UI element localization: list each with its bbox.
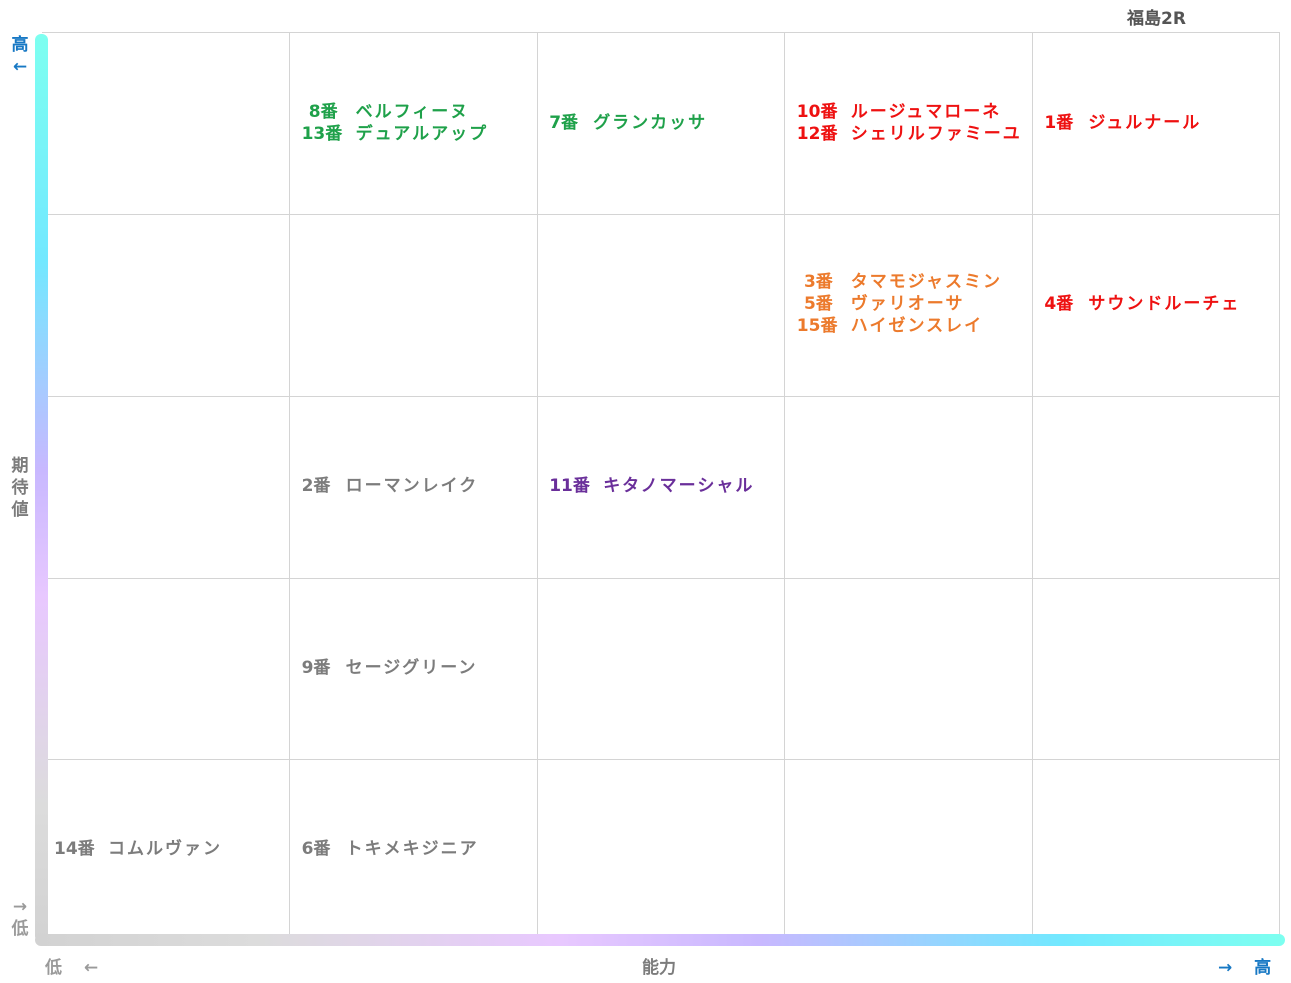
grid-line-vertical	[289, 33, 290, 940]
grid-line-horizontal	[42, 214, 1279, 215]
horse-entry: 14番 コムルヴァン	[54, 838, 222, 860]
horse-number: 10番	[796, 101, 838, 122]
plot-grid	[42, 32, 1280, 940]
cell-entry-group: 14番 コムルヴァン	[54, 838, 222, 860]
x-axis-high-label: → 高	[1218, 958, 1272, 978]
grid-line-horizontal	[42, 396, 1279, 397]
chart-title: 福島2R	[1127, 9, 1186, 29]
horse-name: ヴァリオーサ	[850, 294, 965, 315]
horse-number: 3番	[803, 272, 833, 293]
horse-number: 14番	[54, 839, 95, 860]
y-axis-title: 期待値	[11, 456, 29, 520]
horse-name: タマモジャスミン	[850, 272, 1002, 293]
grid-line-vertical	[1032, 33, 1033, 940]
horse-number: 12番	[796, 123, 838, 144]
horse-number: 5番	[803, 294, 833, 315]
horse-name: サウンドルーチェ	[1088, 294, 1241, 315]
arrow-left-icon: ←	[12, 57, 28, 77]
horse-number: 2番	[301, 476, 331, 496]
horse-entry: 13番 デュアルアップ	[302, 123, 489, 145]
horse-entry: 8番 ベルフィーヌ	[302, 101, 489, 123]
grid-line-vertical	[537, 33, 538, 940]
horse-entry: 10番 ルージュマローネ	[797, 101, 1022, 123]
grid-line-vertical	[784, 33, 785, 940]
horse-number: 1番	[1044, 112, 1074, 133]
cell-entry-group: 2番 ローマンレイク	[302, 475, 479, 497]
horse-name: ルージュマローネ	[850, 101, 1002, 122]
cell-entry-group: 11番 キタノマーシャル	[549, 475, 754, 497]
horse-entry: 6番 トキメキジニア	[302, 838, 479, 860]
horse-entry: 1番 ジュルナール	[1044, 112, 1201, 134]
cell-entry-group: 9番 セージグリーン	[302, 657, 478, 679]
horse-name: デュアルアップ	[355, 123, 489, 144]
horse-entry: 2番 ローマンレイク	[302, 475, 479, 497]
cell-entry-group: 3番 タマモジャスミン 5番 ヴァリオーサ 15番 ハイゼンスレイ	[797, 271, 1002, 337]
horse-entry: 3番 タマモジャスミン	[797, 271, 1002, 293]
grid-line-horizontal	[42, 578, 1279, 579]
horse-entry: 9番 セージグリーン	[302, 657, 478, 679]
x-axis-low-label: 低 ←	[45, 958, 99, 978]
horse-entry: 7番 グランカッサ	[549, 112, 707, 134]
horse-name: ローマンレイク	[345, 476, 479, 496]
horse-name: コムルヴァン	[108, 839, 222, 860]
horse-number: 7番	[549, 112, 579, 133]
horse-number: 11番	[549, 476, 590, 496]
cell-entry-group: 6番 トキメキジニア	[302, 838, 479, 860]
horse-number: 4番	[1044, 294, 1074, 315]
horse-entry: 5番 ヴァリオーサ	[797, 293, 1002, 315]
horse-number: 6番	[301, 839, 331, 860]
horse-name: キタノマーシャル	[603, 476, 755, 496]
horse-name: セージグリーン	[345, 657, 478, 678]
horse-name: シェリルファミーユ	[850, 123, 1022, 144]
grid-line-horizontal	[42, 759, 1279, 760]
x-axis-title: 能力	[642, 958, 676, 978]
horse-name: グランカッサ	[593, 112, 708, 133]
cell-entry-group: 7番 グランカッサ	[549, 112, 707, 134]
horse-number: 9番	[301, 657, 331, 678]
cell-entry-group: 4番 サウンドルーチェ	[1044, 293, 1240, 315]
arrow-left-icon: ←	[83, 958, 99, 978]
cell-entry-group: 8番 ベルフィーヌ 13番 デュアルアップ	[302, 101, 489, 145]
cell-entry-group: 10番 ルージュマローネ 12番 シェリルファミーユ	[797, 101, 1022, 145]
horse-number: 15番	[796, 316, 838, 337]
arrow-right-icon: →	[1218, 958, 1233, 978]
horse-entry: 4番 サウンドルーチェ	[1044, 293, 1240, 315]
horse-name: ハイゼンスレイ	[850, 316, 984, 337]
horse-entry: 11番 キタノマーシャル	[549, 475, 754, 497]
horse-entry: 15番 ハイゼンスレイ	[797, 315, 1002, 337]
horse-entry: 12番 シェリルファミーユ	[797, 123, 1022, 145]
horse-name: ジュルナール	[1088, 112, 1202, 133]
horse-number: 8番	[308, 101, 338, 122]
y-axis-gradient-bar	[35, 34, 48, 942]
y-axis-low-label: → 低	[11, 897, 29, 939]
y-axis-high-label: 高 ←	[11, 35, 29, 77]
horse-name: ベルフィーヌ	[355, 101, 470, 122]
cell-entry-group: 1番 ジュルナール	[1044, 112, 1201, 134]
x-axis-gradient-bar	[35, 934, 1285, 946]
horse-number: 13番	[301, 123, 343, 144]
horse-name: トキメキジニア	[345, 839, 479, 860]
arrow-right-icon: →	[12, 897, 28, 917]
